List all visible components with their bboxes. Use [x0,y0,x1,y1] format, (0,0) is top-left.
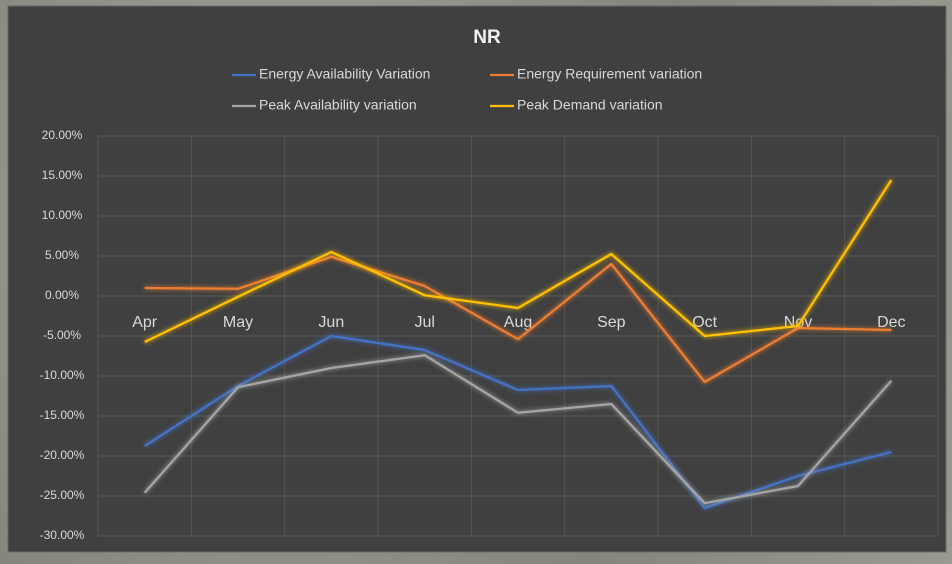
chart-title: NR [473,27,501,48]
y-tick-label: -30.00% [40,528,85,542]
y-tick-label: 20.00% [42,128,83,142]
y-tick-label: -10.00% [40,368,85,382]
y-tick-label: 0.00% [45,288,79,302]
y-tick-label: 15.00% [42,168,83,182]
chart-area [7,5,947,553]
x-tick-label: Jun [318,314,344,331]
x-tick-label: May [223,314,253,331]
y-tick-label: -25.00% [40,488,85,502]
x-tick-label: Dec [877,314,905,331]
legend-label: Peak Availability variation [259,97,417,113]
x-tick-label: Jul [414,314,434,331]
y-tick-label: 5.00% [45,248,79,262]
series-line [144,179,893,344]
legend-label: Peak Demand variation [517,97,663,113]
x-tick-label: Oct [692,314,717,331]
x-tick-label: Apr [132,314,158,331]
legend-label: Energy Requirement variation [517,66,702,82]
x-tick-label: Sep [597,314,626,331]
y-tick-label: -15.00% [40,408,85,422]
y-tick-label: -5.00% [43,328,81,342]
series-line [143,354,893,505]
y-tick-label: -20.00% [40,448,85,462]
x-tick-label: Aug [504,314,532,331]
series-line [144,255,892,384]
y-tick-label: 10.00% [42,208,83,222]
legend-label: Energy Availability Variation [259,66,430,82]
series-line [144,334,892,510]
